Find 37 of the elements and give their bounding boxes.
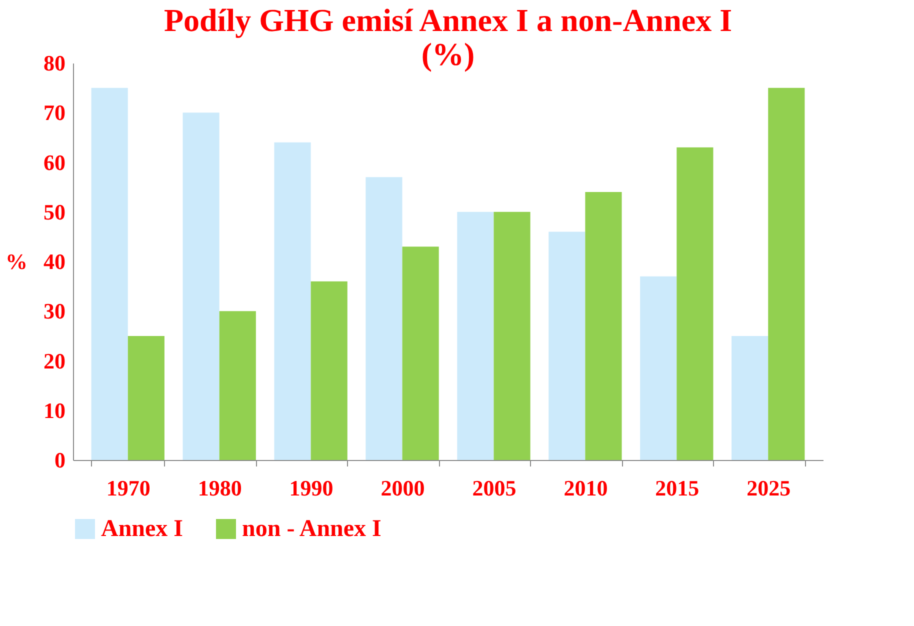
x-tick-label: 1990	[289, 476, 334, 500]
y-tick-label: 80	[44, 50, 66, 76]
y-tick-label: 20	[44, 348, 66, 374]
bar	[676, 147, 714, 460]
legend-label: Annex I	[101, 516, 184, 542]
y-tick-label: 70	[44, 100, 66, 126]
y-tick-label: 60	[44, 150, 66, 175]
bar	[128, 336, 164, 460]
bar	[548, 232, 586, 460]
bar	[457, 212, 494, 460]
bar	[91, 88, 128, 460]
y-tick-label: 30	[44, 298, 66, 324]
bar	[274, 142, 311, 460]
bar	[585, 192, 622, 460]
bar	[732, 336, 768, 460]
x-tick-label: 2025	[746, 476, 791, 500]
bar	[640, 276, 677, 460]
bar	[182, 112, 220, 460]
legend-label: non - Annex I	[242, 516, 382, 542]
chart-title: Podíly GHG emisí Annex I a non-Annex I (%)	[164, 2, 732, 72]
bar	[402, 246, 439, 460]
bar	[219, 311, 256, 460]
x-tick-label: 1970	[106, 476, 150, 500]
bar	[768, 88, 805, 460]
bar	[310, 281, 348, 460]
x-tick-label: 2000	[380, 476, 425, 500]
y-tick-label: 10	[44, 398, 66, 423]
bar	[494, 212, 530, 460]
x-tick-label: 2015	[655, 476, 700, 500]
x-tick-label: 1980	[198, 476, 242, 500]
bar	[366, 177, 402, 460]
y-tick-label: 40	[44, 249, 66, 274]
x-tick-label: 2005	[472, 476, 516, 500]
x-tick-label: 2010	[564, 476, 608, 500]
y-axis-title: %	[6, 249, 28, 274]
y-tick-label: 0	[54, 448, 66, 472]
y-tick-label: 50	[44, 199, 66, 224]
